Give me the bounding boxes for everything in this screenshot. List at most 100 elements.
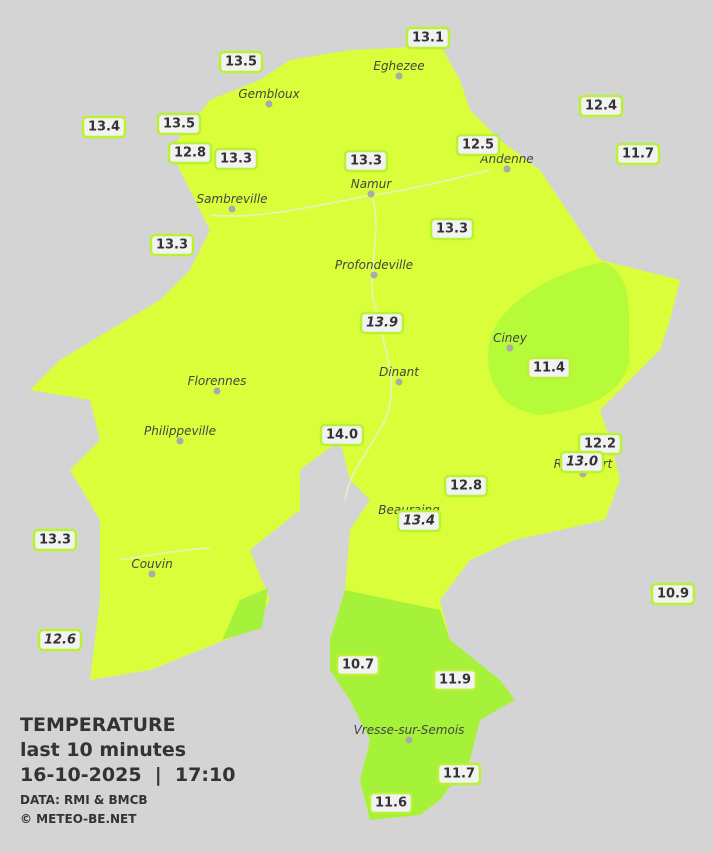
- station-value: 13.4: [88, 120, 120, 135]
- town-name: Gembloux: [238, 87, 300, 101]
- cool-zone: [222, 588, 268, 640]
- station-value: 13.3: [350, 154, 382, 169]
- station: 11.4: [526, 356, 572, 380]
- town-name: Florennes: [188, 374, 247, 388]
- station-value: 13.5: [225, 55, 257, 70]
- station-value: 13.4: [403, 514, 435, 529]
- station-value: 13.3: [156, 238, 188, 253]
- legend-title: TEMPERATURE: [20, 714, 176, 736]
- station-value: 11.9: [439, 673, 471, 688]
- warm-zone: [488, 262, 630, 415]
- station-box: [218, 50, 264, 74]
- station-box: [32, 528, 78, 552]
- town-name: Dinant: [379, 365, 420, 379]
- town-dot: [228, 205, 236, 213]
- station: 10.9: [650, 582, 696, 606]
- station-box: [559, 450, 605, 474]
- station-box: [319, 423, 365, 447]
- station-box: [335, 653, 381, 677]
- station: 11.6: [368, 791, 414, 815]
- station: 13.4: [396, 509, 442, 533]
- legend-datetime: 16-10-2025 | 17:10: [20, 764, 235, 786]
- station-value: 11.6: [375, 796, 407, 811]
- station: 13.9: [359, 311, 405, 335]
- station-value: 11.7: [443, 767, 475, 782]
- town-name: Namur: [351, 177, 393, 191]
- town-dot: [395, 378, 403, 386]
- station-box: [343, 149, 389, 173]
- station-box: [432, 668, 478, 692]
- station: 13.3: [213, 147, 259, 171]
- station: 11.7: [615, 142, 661, 166]
- town-name: Vresse-sur-Semois: [354, 723, 465, 737]
- town-name: Philippeville: [144, 424, 216, 438]
- station-value: 10.7: [342, 658, 374, 673]
- station-value: 10.9: [657, 587, 689, 602]
- station-box: [526, 356, 572, 380]
- town-dot: [148, 570, 156, 578]
- station-value: 13.5: [163, 117, 195, 132]
- station: 12.8: [443, 474, 489, 498]
- station-box: [443, 474, 489, 498]
- station: 12.2: [577, 432, 623, 456]
- station-box: [650, 582, 696, 606]
- station-box: [81, 115, 127, 139]
- town-dot: [213, 387, 221, 395]
- station-value: 12.5: [462, 138, 494, 153]
- station: 11.7: [436, 762, 482, 786]
- town-dot: [367, 190, 375, 198]
- station-box: [615, 142, 661, 166]
- station-value: 12.6: [44, 633, 76, 648]
- station: 13.4: [81, 115, 127, 139]
- station: 12.8: [167, 141, 213, 165]
- stations: 13.1 13.5 12.4 13.4 13.5 12.5 12.8 13.3 13.3 11.7…: [32, 26, 696, 815]
- cool-zone: [330, 590, 515, 820]
- station: 13.3: [343, 149, 389, 173]
- station-box: [167, 141, 213, 165]
- town-dot: [405, 736, 413, 744]
- town-dot: [265, 100, 273, 108]
- station: 11.9: [432, 668, 478, 692]
- station-value: 13.3: [436, 222, 468, 237]
- station-box: [368, 791, 414, 815]
- station-value: 13.3: [39, 533, 71, 548]
- station-value: 11.4: [533, 361, 565, 376]
- station-box: [37, 628, 83, 652]
- station-value: 14.0: [326, 428, 358, 443]
- station: 13.3: [149, 233, 195, 257]
- station-box: [359, 311, 405, 335]
- town-dot: [176, 437, 184, 445]
- station-value: 13.1: [412, 31, 444, 46]
- station-box: [455, 133, 501, 157]
- station-value: 12.8: [174, 146, 206, 161]
- station-value: 11.7: [622, 147, 654, 162]
- station-box: [156, 112, 202, 136]
- station-box: [405, 26, 451, 50]
- town-name: Ciney: [493, 331, 528, 345]
- station-box: [578, 94, 624, 118]
- town-dot: [506, 344, 514, 352]
- town-name: Eghezee: [373, 59, 424, 73]
- station-box: [396, 509, 442, 533]
- station: 13.1: [405, 26, 451, 50]
- station-box: [436, 762, 482, 786]
- town-name: Profondeville: [335, 258, 413, 272]
- station-value: 12.4: [585, 99, 617, 114]
- station: 12.6: [37, 628, 83, 652]
- station: 13.5: [156, 112, 202, 136]
- station: 14.0: [319, 423, 365, 447]
- station: 13.0: [559, 450, 605, 474]
- legend-copyright: © METEO-BE.NET: [20, 812, 137, 826]
- station: 12.5: [455, 133, 501, 157]
- station-value: 12.2: [584, 437, 616, 452]
- station-box: [149, 233, 195, 257]
- town-dot: [370, 271, 378, 279]
- town-dot: [503, 165, 511, 173]
- town-dot: [395, 72, 403, 80]
- town-name: Couvin: [131, 557, 172, 571]
- town-name: Sambreville: [196, 192, 267, 206]
- station: 13.3: [429, 217, 475, 241]
- station: 10.7: [335, 653, 381, 677]
- legend-period: last 10 minutes: [20, 739, 186, 761]
- station-value: 13.0: [566, 455, 598, 470]
